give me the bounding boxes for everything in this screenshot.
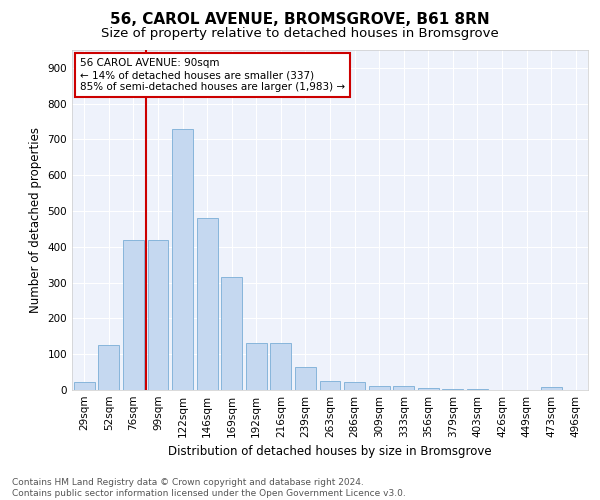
Bar <box>271 344 292 390</box>
Bar <box>541 387 562 390</box>
Bar <box>368 386 389 390</box>
Text: Size of property relative to detached houses in Bromsgrove: Size of property relative to detached ho… <box>101 28 499 40</box>
X-axis label: Distribution of detached houses by size in Bromsgrove: Distribution of detached houses by size … <box>168 446 492 458</box>
Bar <box>123 240 144 390</box>
Bar <box>393 386 414 390</box>
Text: 56, CAROL AVENUE, BROMSGROVE, B61 8RN: 56, CAROL AVENUE, BROMSGROVE, B61 8RN <box>110 12 490 28</box>
Bar <box>74 382 95 390</box>
Bar <box>221 278 242 390</box>
Bar <box>246 344 267 390</box>
Text: Contains HM Land Registry data © Crown copyright and database right 2024.
Contai: Contains HM Land Registry data © Crown c… <box>12 478 406 498</box>
Bar <box>148 240 169 390</box>
Bar <box>344 382 365 390</box>
Text: 56 CAROL AVENUE: 90sqm
← 14% of detached houses are smaller (337)
85% of semi-de: 56 CAROL AVENUE: 90sqm ← 14% of detached… <box>80 58 345 92</box>
Bar <box>442 389 463 390</box>
Y-axis label: Number of detached properties: Number of detached properties <box>29 127 42 313</box>
Bar <box>418 388 439 390</box>
Bar <box>320 381 340 390</box>
Bar <box>172 128 193 390</box>
Bar <box>197 218 218 390</box>
Bar <box>98 346 119 390</box>
Bar <box>295 366 316 390</box>
